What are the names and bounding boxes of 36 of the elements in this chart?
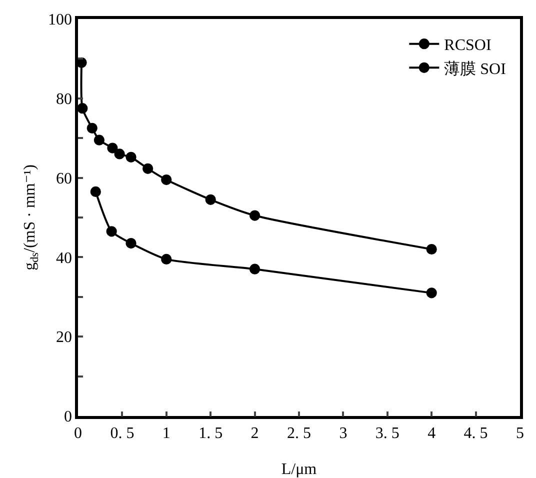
y-tick-label: 80 [56, 91, 72, 108]
y-tick-label: 60 [56, 170, 72, 188]
x-tick-label: 3. 5 [375, 424, 400, 442]
y-tick-label: 100 [48, 12, 72, 29]
point [126, 152, 136, 162]
x-tick-label: 2 [250, 424, 259, 442]
point [426, 288, 437, 298]
legend-label: 薄膜 SOI [444, 60, 506, 78]
point [161, 174, 172, 186]
y-tick-label: 0 [64, 408, 72, 426]
x-tick-label: 3 [339, 424, 348, 442]
point [90, 186, 101, 197]
x-tick-label: 4 [428, 424, 436, 442]
point [142, 163, 154, 174]
point [106, 226, 117, 237]
x-tick-label: 1 [162, 424, 170, 442]
x-tick-label: 0. 5 [110, 424, 134, 442]
x-tick-label: 1. 5 [198, 424, 223, 442]
point [205, 194, 216, 205]
legend-label: RCSOI [444, 37, 492, 54]
y-tick-label: 40 [56, 250, 72, 267]
y-tick-label: 20 [56, 329, 72, 346]
point [114, 148, 125, 160]
x-tick-label: 5 [516, 424, 524, 442]
point [94, 134, 105, 146]
x-axis-title: L/μm [281, 461, 318, 478]
point [250, 264, 260, 274]
x-tick-label: 2. 5 [287, 424, 311, 442]
point [426, 244, 437, 255]
point [78, 103, 88, 114]
point [107, 142, 118, 154]
point [86, 122, 98, 134]
point [250, 210, 260, 221]
point [126, 238, 136, 249]
point [161, 254, 172, 264]
x-tick-label: 4. 5 [464, 424, 488, 442]
